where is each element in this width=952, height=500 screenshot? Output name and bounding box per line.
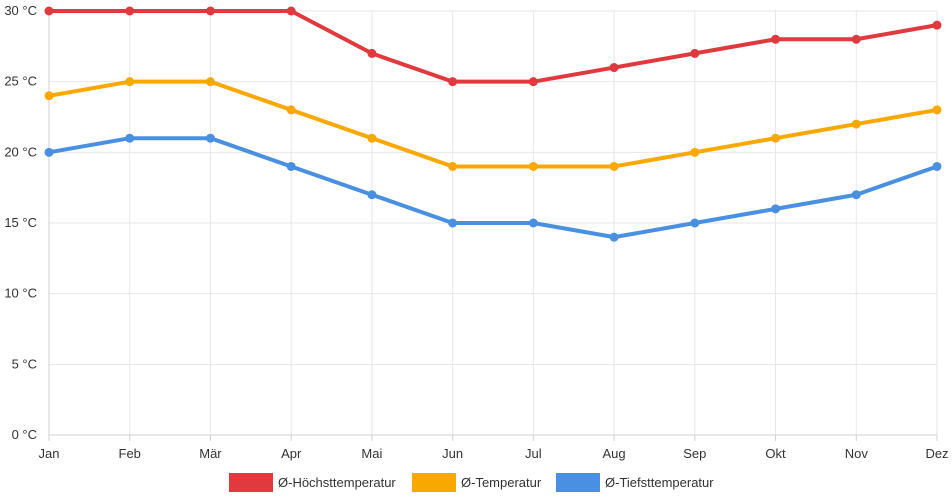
data-point[interactable] [286, 105, 296, 115]
data-point[interactable] [448, 218, 458, 228]
x-tick-label: Mai [361, 446, 382, 461]
data-point[interactable] [609, 161, 619, 171]
series-line [47, 136, 939, 240]
data-point[interactable] [932, 20, 942, 30]
x-axis-ticks: Jan Feb Mär Apr Mai Jun Jul Aug Sep Okt Nov Dez [39, 446, 949, 461]
y-tick-label: 0 °C [12, 427, 37, 442]
data-point[interactable] [528, 161, 538, 171]
x-tick-label: Jul [525, 446, 542, 461]
legend-item[interactable]: Ø-Tiefsttemperatur [556, 473, 714, 492]
data-point[interactable] [125, 6, 135, 16]
grid [48, 10, 938, 441]
data-point[interactable] [932, 161, 942, 171]
x-tick-label: Feb [119, 446, 141, 461]
y-tick-label: 30 °C [4, 3, 37, 18]
data-point[interactable] [205, 6, 215, 16]
data-point[interactable] [771, 133, 781, 143]
y-tick-label: 10 °C [4, 286, 37, 301]
data-point[interactable] [205, 133, 215, 143]
data-point[interactable] [367, 133, 377, 143]
x-tick-label: Apr [281, 446, 302, 461]
data-point[interactable] [528, 218, 538, 228]
data-point[interactable] [286, 161, 296, 171]
legend-item[interactable]: Ø-Temperatur [412, 473, 542, 492]
data-point[interactable] [367, 190, 377, 200]
data-point[interactable] [609, 63, 619, 73]
y-tick-label: 5 °C [12, 356, 37, 371]
data-point[interactable] [851, 34, 861, 44]
x-tick-label: Nov [845, 446, 869, 461]
y-tick-label: 15 °C [4, 215, 37, 230]
data-point[interactable] [851, 190, 861, 200]
legend-label: Ø-Temperatur [461, 475, 542, 490]
legend-item[interactable]: Ø-Höchsttemperatur [229, 473, 396, 492]
legend-swatch [412, 473, 456, 492]
series [44, 6, 942, 242]
x-tick-label: Jan [39, 446, 60, 461]
series-0 [44, 6, 942, 87]
data-point[interactable] [690, 48, 700, 58]
data-point[interactable] [690, 218, 700, 228]
data-point[interactable] [44, 6, 54, 16]
y-tick-label: 25 °C [4, 74, 37, 89]
x-tick-label: Aug [603, 446, 626, 461]
series-2 [44, 133, 942, 242]
data-point[interactable] [44, 91, 54, 101]
series-line [47, 79, 939, 169]
legend-label: Ø-Tiefsttemperatur [605, 475, 714, 490]
data-point[interactable] [448, 77, 458, 87]
data-point[interactable] [286, 6, 296, 16]
data-point[interactable] [125, 77, 135, 87]
legend: Ø-Höchsttemperatur Ø-Temperatur Ø-Tiefstte… [229, 473, 714, 492]
data-point[interactable] [367, 48, 377, 58]
data-point[interactable] [690, 147, 700, 157]
y-tick-label: 20 °C [4, 144, 37, 159]
data-point[interactable] [771, 34, 781, 44]
data-point[interactable] [448, 161, 458, 171]
data-point[interactable] [205, 77, 215, 87]
series-1 [44, 77, 942, 171]
data-point[interactable] [125, 133, 135, 143]
data-point[interactable] [851, 119, 861, 129]
x-tick-label: Sep [683, 446, 706, 461]
data-point[interactable] [932, 105, 942, 115]
legend-swatch [556, 473, 600, 492]
x-tick-label: Okt [765, 446, 786, 461]
series-line [47, 9, 939, 84]
data-point[interactable] [528, 77, 538, 87]
y-axis-ticks: 0 °C 5 °C 10 °C 15 °C 20 °C 25 °C 30 °C [4, 3, 37, 442]
data-point[interactable] [609, 232, 619, 242]
data-point[interactable] [771, 204, 781, 214]
legend-label: Ø-Höchsttemperatur [278, 475, 396, 490]
legend-swatch [229, 473, 273, 492]
data-point[interactable] [44, 147, 54, 157]
x-tick-label: Dez [925, 446, 948, 461]
x-tick-label: Mär [199, 446, 222, 461]
x-tick-label: Jun [442, 446, 463, 461]
